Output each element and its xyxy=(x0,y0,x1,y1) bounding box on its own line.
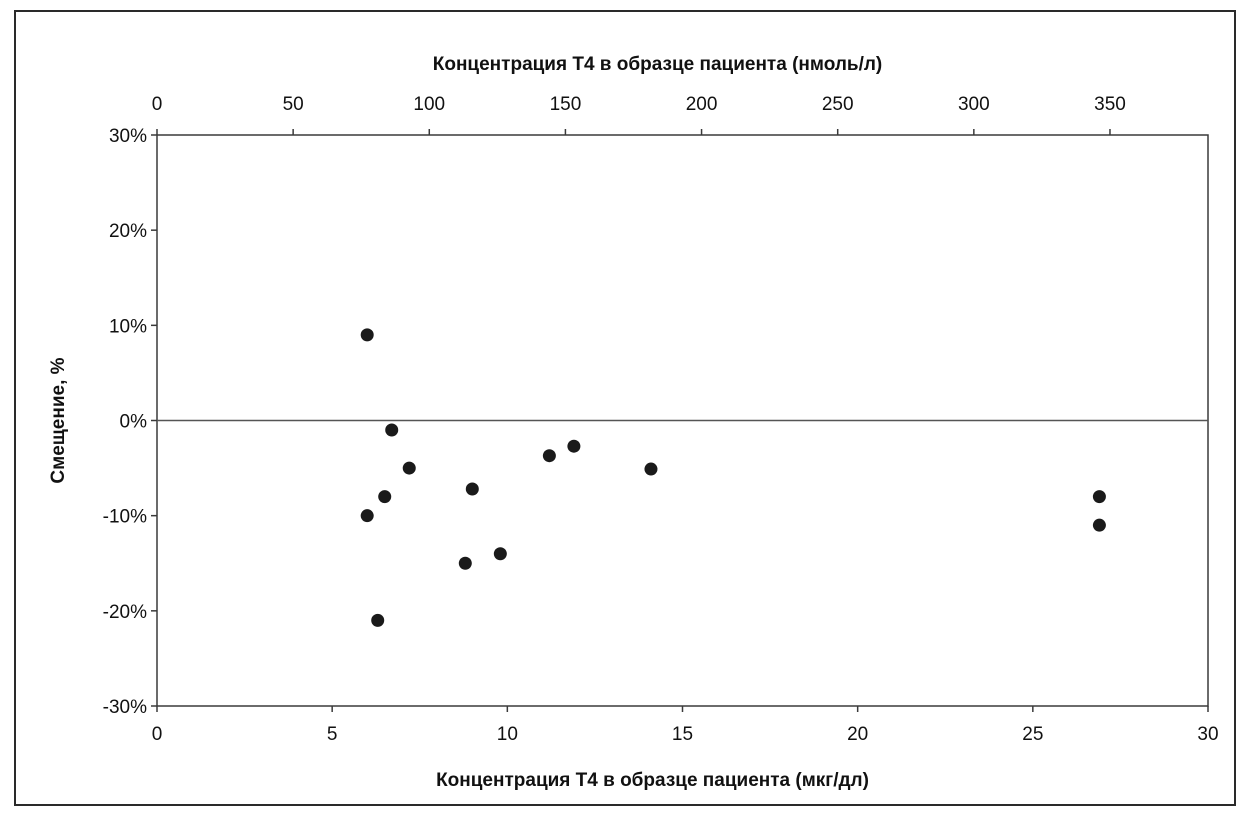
data-point xyxy=(458,556,472,570)
data-point xyxy=(567,439,581,453)
y-tick-label: 10% xyxy=(109,316,147,337)
x-tick-label: 25 xyxy=(1022,724,1043,745)
chart-svg: Концентрация Т4 в образце пациента (нмол… xyxy=(48,54,1219,791)
data-point xyxy=(385,423,399,437)
x2-tick-label: 50 xyxy=(283,94,304,115)
x-tick-label: 5 xyxy=(327,724,338,745)
x-tick-label: 20 xyxy=(847,724,868,745)
data-point xyxy=(493,547,507,561)
data-point xyxy=(402,461,416,475)
data-point xyxy=(360,509,374,523)
chart-frame: Концентрация Т4 в образце пациента (нмол… xyxy=(14,10,1236,806)
x-tick-label: 15 xyxy=(672,724,693,745)
y-tick-label: 30% xyxy=(109,126,147,147)
data-point xyxy=(360,328,374,342)
data-point xyxy=(542,449,556,463)
top-axis-title: Концентрация Т4 в образце пациента (нмол… xyxy=(433,54,883,75)
x2-tick-label: 350 xyxy=(1094,94,1126,115)
x2-tick-label: 150 xyxy=(550,94,582,115)
y-tick-label: -10% xyxy=(103,507,147,528)
y-tick-label: 0% xyxy=(120,412,148,433)
data-point xyxy=(371,613,385,627)
data-point xyxy=(465,482,479,496)
x2-tick-label: 250 xyxy=(822,94,854,115)
data-point xyxy=(644,462,658,476)
x-tick-label: 0 xyxy=(152,724,163,745)
data-point xyxy=(378,490,392,504)
data-point xyxy=(1092,490,1106,504)
x2-tick-label: 0 xyxy=(152,94,163,115)
y-tick-label: -30% xyxy=(103,697,147,718)
x2-tick-label: 100 xyxy=(413,94,445,115)
x-tick-label: 30 xyxy=(1197,724,1218,745)
y-tick-label: -20% xyxy=(103,602,147,623)
x2-tick-label: 300 xyxy=(958,94,990,115)
x-tick-label: 10 xyxy=(497,724,518,745)
bottom-axis-title: Концентрация Т4 в образце пациента (мкг/… xyxy=(436,770,869,791)
y-tick-label: 20% xyxy=(109,221,147,242)
data-point xyxy=(1092,518,1106,532)
x2-tick-label: 200 xyxy=(686,94,718,115)
y-axis-title: Смещение, % xyxy=(48,357,69,483)
